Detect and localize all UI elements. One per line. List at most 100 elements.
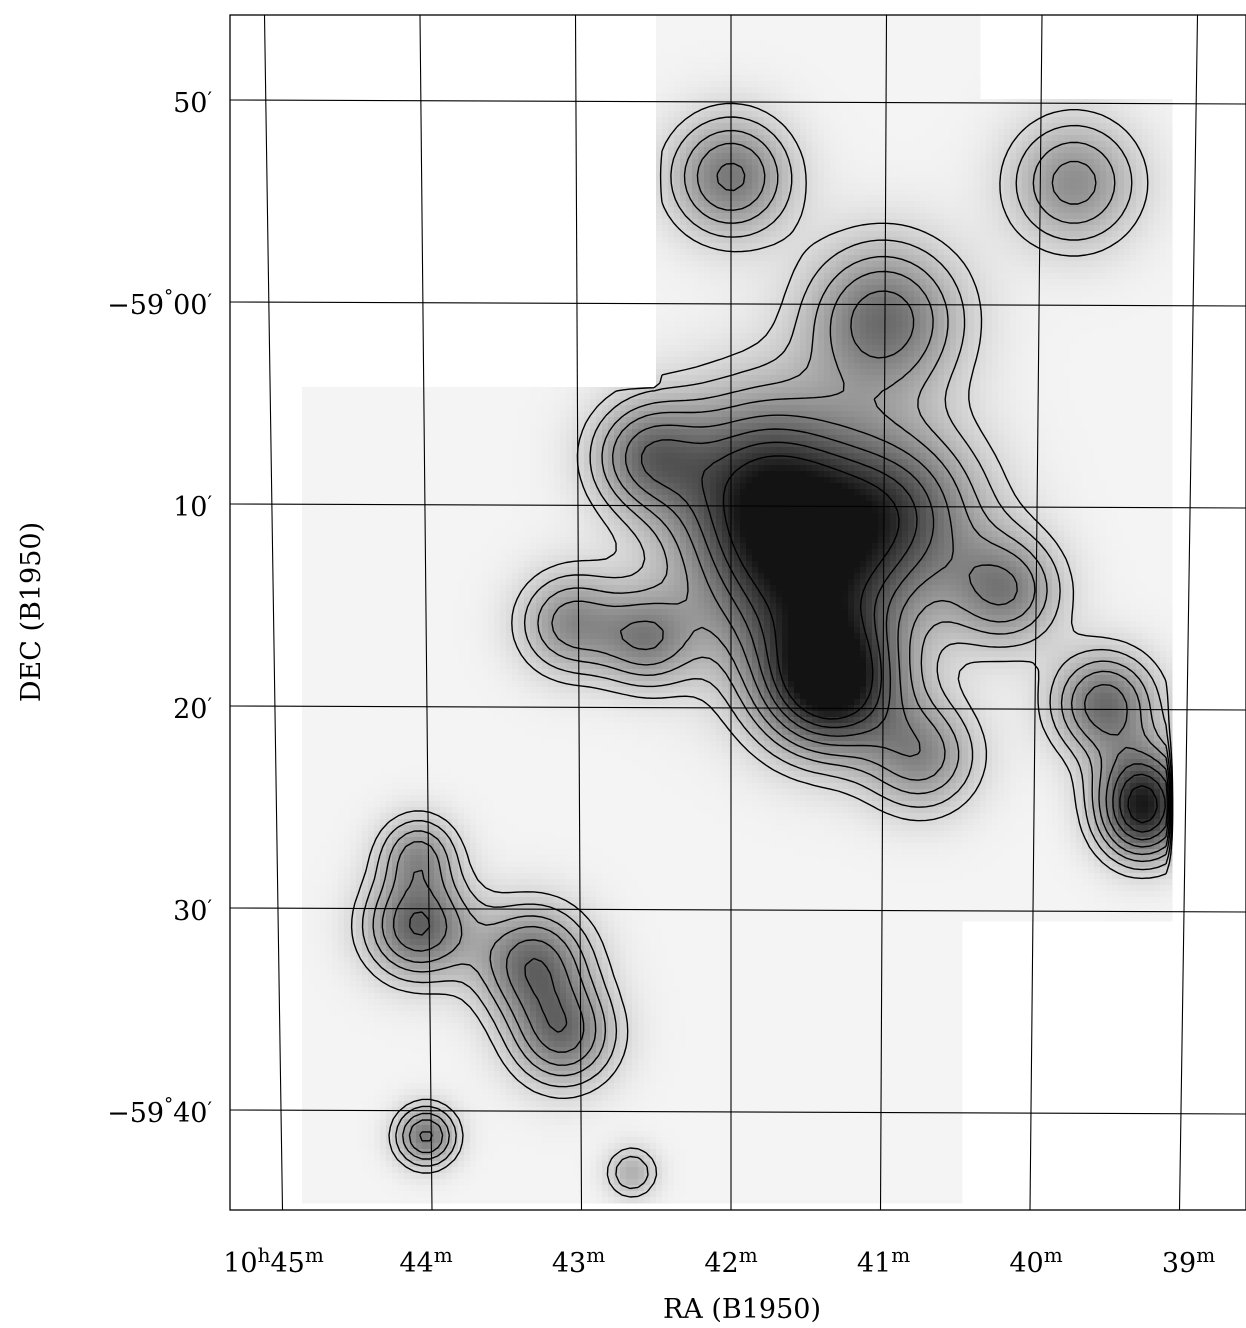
map-cell [1004,255,1011,262]
map-cell [1094,165,1101,172]
map-cell [704,327,711,334]
map-cell [758,327,765,334]
map-cell [986,249,993,256]
map-cell [806,309,813,316]
map-cell [716,63,723,70]
map-cell [740,315,747,322]
map-cell [920,237,927,244]
map-cell [740,291,747,298]
map-cell [794,117,801,124]
map-cell [692,333,699,340]
map-cell [866,231,873,238]
map-cell [914,33,921,40]
map-cell [986,213,993,220]
map-cell [950,303,957,310]
map-cell [962,231,969,238]
map-cell [890,63,897,70]
map-cell [1142,255,1149,262]
map-cell [914,171,921,178]
map-cell [656,51,663,58]
map-cell [776,231,783,238]
map-cell [1070,231,1077,238]
map-cell [734,291,741,298]
map-cell [1046,291,1053,298]
map-cell [764,45,771,52]
map-cell [890,213,897,220]
map-cell [920,33,927,40]
map-cell [1016,147,1023,154]
map-cell [980,339,987,346]
map-cell [668,111,675,118]
map-cell [1058,321,1065,328]
map-cell [818,255,825,262]
map-cell [926,81,933,88]
map-cell [878,321,885,328]
map-cell [1076,309,1083,316]
map-cell [992,153,999,160]
map-cell [1088,279,1095,286]
map-cell [818,33,825,40]
map-cell [938,231,945,238]
map-cell [968,255,975,262]
map-cell [1076,267,1083,274]
map-cell [974,51,981,58]
map-cell [1016,141,1023,148]
map-cell [788,237,795,244]
map-cell [1052,273,1059,280]
map-cell [782,249,789,256]
map-cell [1130,249,1137,256]
map-cell [710,297,717,304]
map-cell [932,243,939,250]
map-cell [764,57,771,64]
map-cell [716,105,723,112]
map-cell [1040,237,1047,244]
map-cell [1112,267,1119,274]
map-cell [836,261,843,268]
map-cell [896,153,903,160]
map-cell [860,141,867,148]
map-cell [944,255,951,262]
map-cell [770,261,777,268]
map-cell [890,123,897,130]
map-cell [818,57,825,64]
map-cell [950,123,957,130]
map-cell [1070,333,1077,340]
map-cell [890,93,897,100]
map-cell [662,87,669,94]
map-cell [938,51,945,58]
map-cell [812,63,819,70]
map-cell [746,225,753,232]
map-cell [758,285,765,292]
map-cell [1118,165,1125,172]
map-cell [1148,123,1155,130]
map-cell [818,63,825,70]
map-cell [1094,105,1101,112]
map-cell [1082,183,1089,190]
map-cell [764,321,771,328]
map-cell [734,243,741,250]
map-cell [944,93,951,100]
map-cell [1100,123,1107,130]
map-cell [746,93,753,100]
map-cell [716,153,723,160]
map-cell [1034,153,1041,160]
map-cell [1010,165,1017,172]
map-cell [968,171,975,178]
map-cell [1136,243,1143,250]
map-cell [1112,261,1119,268]
map-cell [1028,273,1035,280]
map-cell [914,219,921,226]
map-cell [1040,321,1047,328]
map-cell [704,255,711,262]
map-cell [704,159,711,166]
map-cell [1160,153,1167,160]
map-cell [1046,159,1053,166]
map-cell [866,339,873,346]
map-cell [890,333,897,340]
map-cell [914,141,921,148]
map-cell [1106,291,1113,298]
map-cell [878,111,885,118]
map-cell [914,231,921,238]
map-cell [938,39,945,46]
map-cell [872,27,879,34]
